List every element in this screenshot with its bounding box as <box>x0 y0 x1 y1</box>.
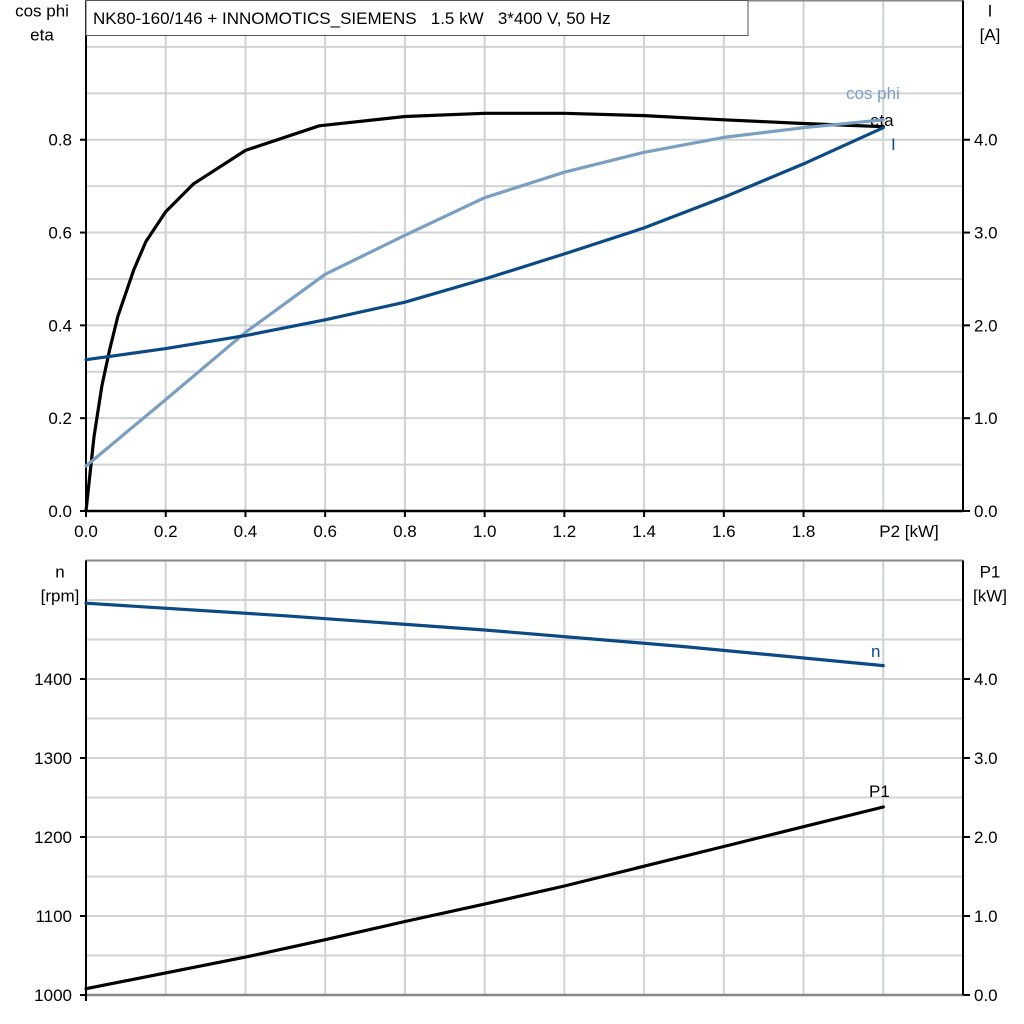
y-axis-title: n <box>55 563 64 582</box>
y2-tick-label: 4.0 <box>974 131 998 150</box>
y-tick-label: 1200 <box>34 828 72 847</box>
x-tick-label: 0.0 <box>74 522 98 541</box>
y2-axis-title: P1 <box>980 563 1001 582</box>
y-axis-title: eta <box>30 26 54 45</box>
series-line-n <box>84 601 885 668</box>
y2-tick-label: 3.0 <box>974 749 998 768</box>
series-label-cos-phi: cos phi <box>846 84 900 103</box>
x-tick-label: 1.8 <box>792 522 816 541</box>
y-tick-label: 0.8 <box>48 131 72 150</box>
x-tick-label: 1.6 <box>712 522 736 541</box>
x-axis-label: P2 [kW] <box>879 522 939 541</box>
y2-tick-label: 3.0 <box>974 224 998 243</box>
y2-tick-label: 0.0 <box>974 986 998 1005</box>
chart-panel-speed-power: 1000 1100 1200 1300 1400 0.0 1.0 2.0 3.0 4.0 n [rpm… <box>34 559 1007 1005</box>
series-label-n: n <box>871 642 880 661</box>
series-line-i <box>84 126 885 362</box>
y-tick-label: 1300 <box>34 749 72 768</box>
y2-axis-title: I <box>988 2 993 21</box>
series-line-cos-phi <box>84 118 885 468</box>
x-tick-label: 0.6 <box>313 522 337 541</box>
y-tick-label: 1100 <box>35 907 72 926</box>
y2-tick-label: 4.0 <box>974 670 998 689</box>
y2-axis-title: [A] <box>980 26 1001 45</box>
chart-title-box <box>85 0 749 36</box>
x-tick-label: 1.0 <box>473 522 497 541</box>
y-tick-label: 0.0 <box>48 502 72 521</box>
x-tick-label: 1.2 <box>553 522 577 541</box>
y2-tick-label: 0.0 <box>974 502 998 521</box>
y2-tick-label: 2.0 <box>974 316 998 335</box>
x-tick-label: 0.8 <box>393 522 417 541</box>
y2-tick-label: 1.0 <box>974 907 998 926</box>
x-tick-label: 1.4 <box>632 522 656 541</box>
y-axis-title: [rpm] <box>41 587 80 606</box>
chart-title: NK80-160/146 + INNOMOTICS_SIEMENS 1.5 kW… <box>93 9 611 28</box>
y2-tick-label: 2.0 <box>974 828 998 847</box>
y-tick-label: 0.2 <box>48 409 72 428</box>
x-tick-label: 0.2 <box>154 522 178 541</box>
series-line-eta <box>84 111 885 513</box>
y2-tick-label: 1.0 <box>974 409 998 428</box>
y-tick-label: 1400 <box>34 670 72 689</box>
series-label-i: I <box>891 135 896 154</box>
chart-panel-efficiency: 0.0 0.2 0.4 0.6 0.8 0.0 1.0 2.0 3.0 4.0 0.0 0.2 0.4 0… <box>15 0 1001 541</box>
y-axis-title: cos phi <box>15 2 69 21</box>
y-tick-label: 0.4 <box>48 316 72 335</box>
series-line-p1 <box>84 805 885 991</box>
y-tick-label: 0.6 <box>48 224 72 243</box>
x-tick-label: 0.4 <box>234 522 258 541</box>
y-tick-label: 1000 <box>34 986 72 1005</box>
y2-axis-title: [kW] <box>973 587 1007 606</box>
series-label-p1: P1 <box>869 782 890 801</box>
